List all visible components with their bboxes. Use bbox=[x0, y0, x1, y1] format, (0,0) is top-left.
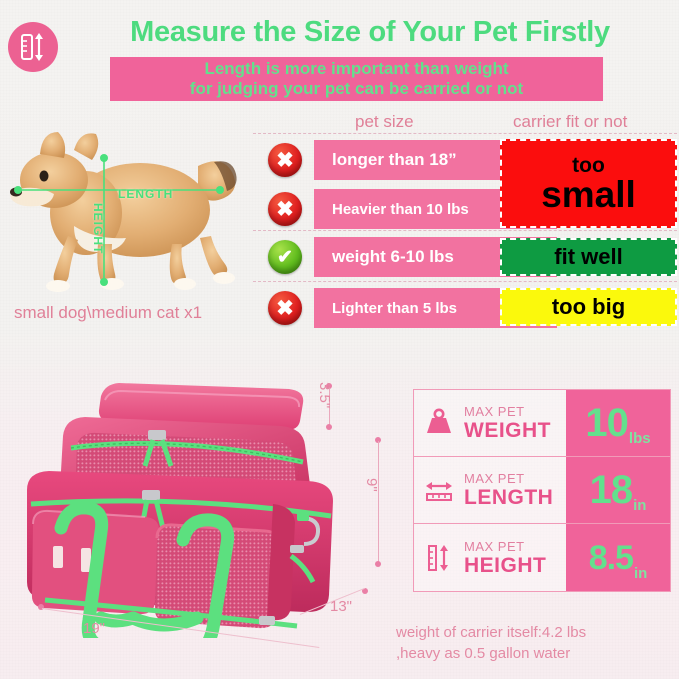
cross-icon: ✖ bbox=[268, 291, 302, 325]
ruler-arrow-icon bbox=[8, 22, 58, 72]
spec-number: 18 bbox=[589, 468, 633, 512]
banner-line-2: for judging your pet can be carried or n… bbox=[189, 79, 524, 98]
cross-glyph: ✖ bbox=[276, 197, 294, 221]
spec-number: 8.5 bbox=[588, 538, 634, 577]
banner-line-1: Length is more important than weight bbox=[204, 59, 509, 78]
dimension-dot bbox=[375, 437, 381, 443]
pet-size-label: Lighter than 5 lbs bbox=[332, 299, 458, 317]
footnote-line-2: ,heavy as 0.5 gallon water bbox=[396, 645, 571, 662]
verdict-too-small-line2: small bbox=[541, 173, 636, 215]
height-icon bbox=[414, 542, 464, 574]
column-header-carrier-fit: carrier fit or not bbox=[513, 112, 628, 131]
verdict-too-small-line1: too bbox=[572, 153, 605, 177]
dimension-dot bbox=[362, 588, 368, 594]
spec-unit: in bbox=[633, 565, 648, 582]
spec-sublabel: MAX PET bbox=[464, 471, 525, 486]
spec-label-height: MAX PET HEIGHT bbox=[464, 540, 566, 576]
footnote-line-1: weight of carrier itself:4.2 lbs bbox=[396, 624, 587, 641]
pet-photo-caption: small dog\medium cat x1 bbox=[14, 303, 203, 322]
spec-unit: in bbox=[633, 497, 647, 514]
spec-label-length: MAX PET LENGTH bbox=[464, 472, 566, 508]
dimension-line-9 bbox=[378, 441, 379, 563]
spec-sublabel: MAX PET bbox=[464, 538, 525, 554]
spec-row-length: MAX PET LENGTH 18 in bbox=[414, 457, 670, 524]
dimension-dot bbox=[38, 604, 44, 610]
verdict-too-small: too small bbox=[500, 139, 677, 228]
dimension-label-19: 19" bbox=[83, 620, 106, 637]
length-icon bbox=[414, 475, 464, 505]
verdict-too-big: too big bbox=[500, 288, 677, 326]
spec-label-weight: MAX PET WEIGHT bbox=[464, 405, 566, 441]
pet-photo bbox=[2, 118, 250, 298]
banner: Length is more important than weight for… bbox=[110, 57, 603, 101]
dimension-label-3-5: 3.5" bbox=[316, 382, 333, 409]
cross-glyph: ✖ bbox=[276, 296, 294, 320]
pet-size-label: longer than 18” bbox=[332, 150, 457, 169]
dimension-dot bbox=[375, 561, 381, 567]
spec-row-height: MAX PET HEIGHT 8.5 in bbox=[414, 524, 670, 591]
spec-panel: MAX PET WEIGHT 10 lbs bbox=[413, 389, 671, 592]
spec-value-length: 18 in bbox=[566, 457, 670, 523]
check-glyph: ✔ bbox=[277, 246, 293, 268]
footnote: weight of carrier itself:4.2 lbs ,heavy … bbox=[396, 622, 586, 664]
check-icon: ✔ bbox=[268, 240, 302, 274]
cross-glyph: ✖ bbox=[276, 148, 294, 172]
cross-icon: ✖ bbox=[268, 192, 302, 226]
page-title: Measure the Size of Your Pet Firstly bbox=[130, 16, 610, 48]
spec-unit: lbs bbox=[628, 430, 651, 447]
spec-main-label: LENGTH bbox=[464, 486, 554, 509]
pet-size-label: weight 6-10 lbs bbox=[332, 247, 454, 266]
dimension-dot bbox=[326, 424, 332, 430]
dimension-label-9: 9" bbox=[363, 478, 380, 492]
spec-value-height: 8.5 in bbox=[566, 524, 670, 591]
dimension-label-13: 13" bbox=[330, 598, 353, 615]
spec-row-weight: MAX PET WEIGHT 10 lbs bbox=[414, 390, 670, 457]
verdict-fit-well-label: fit well bbox=[554, 244, 623, 269]
cross-icon: ✖ bbox=[268, 143, 302, 177]
height-measure-label: HEIGHT bbox=[91, 203, 105, 255]
weight-icon bbox=[414, 408, 464, 438]
spec-value-weight: 10 lbs bbox=[566, 390, 670, 456]
divider bbox=[253, 230, 677, 231]
spec-main-label: WEIGHT bbox=[464, 419, 551, 442]
spec-main-label: HEIGHT bbox=[464, 553, 547, 577]
spec-sublabel: MAX PET bbox=[464, 404, 525, 419]
divider bbox=[253, 133, 677, 134]
divider bbox=[253, 281, 677, 282]
dimension-dot bbox=[326, 383, 332, 389]
column-header-pet-size: pet size bbox=[355, 112, 414, 131]
verdict-too-big-label: too big bbox=[551, 294, 626, 319]
dimension-line-3-5 bbox=[329, 387, 330, 425]
spec-number: 10 bbox=[585, 401, 628, 445]
pet-size-label: Heavier than 10 lbs bbox=[332, 200, 469, 218]
length-measure-label: LENGTH bbox=[118, 187, 174, 201]
verdict-fit-well: fit well bbox=[500, 238, 677, 276]
carrier-bag-photo bbox=[5, 378, 355, 659]
